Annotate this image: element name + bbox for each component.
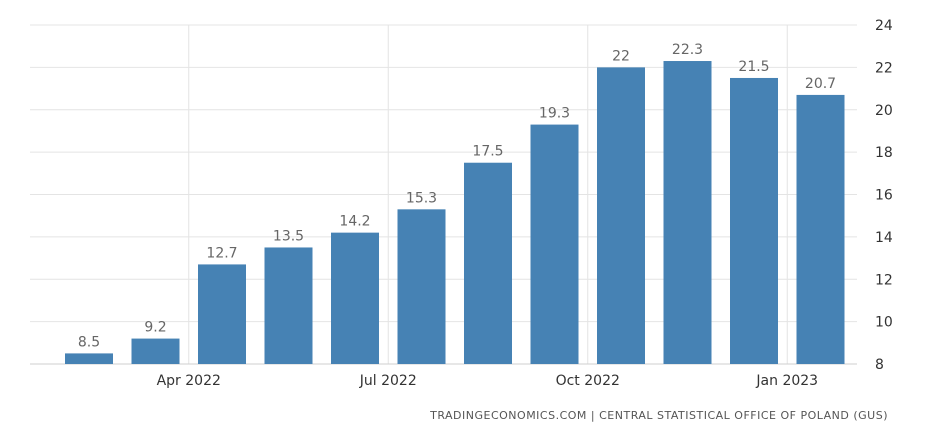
bar-2022-10 [597, 67, 645, 364]
bar-2022-09 [530, 124, 579, 364]
bar-2022-04 [198, 264, 246, 364]
bar-2022-06 [331, 232, 379, 364]
y-axis-ticks: 8 10 12 14 16 18 20 22 24 [875, 18, 893, 373]
source-attribution: TRADINGECONOMICS.COM | CENTRAL STATISTIC… [430, 409, 888, 422]
x-tick-label: Oct 2022 [556, 373, 620, 389]
bar-2022-11 [663, 61, 712, 365]
data-label: 22.3 [672, 42, 703, 58]
y-tick-label: 20 [875, 103, 893, 119]
x-axis-ticks: Apr 2022 Jul 2022 Oct 2022 Jan 2023 [157, 373, 818, 389]
data-label: 22 [612, 48, 630, 64]
data-label: 19.3 [539, 106, 570, 122]
data-label: 12.7 [206, 245, 237, 261]
x-tick-label: Jul 2022 [359, 373, 417, 389]
data-label: 15.3 [406, 190, 437, 206]
data-label: 13.5 [273, 228, 304, 244]
bar-2022-05 [264, 247, 313, 364]
data-label: 9.2 [144, 320, 166, 336]
y-tick-label: 24 [875, 18, 893, 34]
y-tick-label: 14 [875, 230, 893, 246]
bar-2022-02 [65, 353, 113, 364]
data-label: 8.5 [78, 334, 100, 350]
y-tick-label: 18 [875, 145, 893, 161]
y-tick-label: 12 [875, 272, 893, 288]
bar-2022-03 [131, 338, 180, 364]
data-label: 21.5 [738, 59, 769, 75]
bar-2022-08 [464, 162, 512, 364]
data-labels: 8.5 9.2 12.7 13.5 14.2 15.3 17.5 19.3 22 22.3 21.5… [78, 42, 836, 350]
y-tick-label: 8 [875, 357, 884, 373]
data-label: 14.2 [339, 214, 370, 230]
bars [65, 61, 845, 365]
y-tick-label: 22 [875, 60, 893, 76]
y-tick-label: 16 [875, 188, 893, 204]
data-label: 17.5 [472, 144, 503, 160]
bar-2022-07 [397, 209, 446, 364]
x-tick-label: Jan 2023 [755, 373, 818, 389]
bar-2023-01 [796, 94, 845, 364]
y-tick-label: 10 [875, 315, 893, 331]
bar-2022-12 [730, 77, 778, 364]
data-label: 20.7 [805, 76, 836, 92]
x-tick-label: Apr 2022 [157, 373, 221, 389]
